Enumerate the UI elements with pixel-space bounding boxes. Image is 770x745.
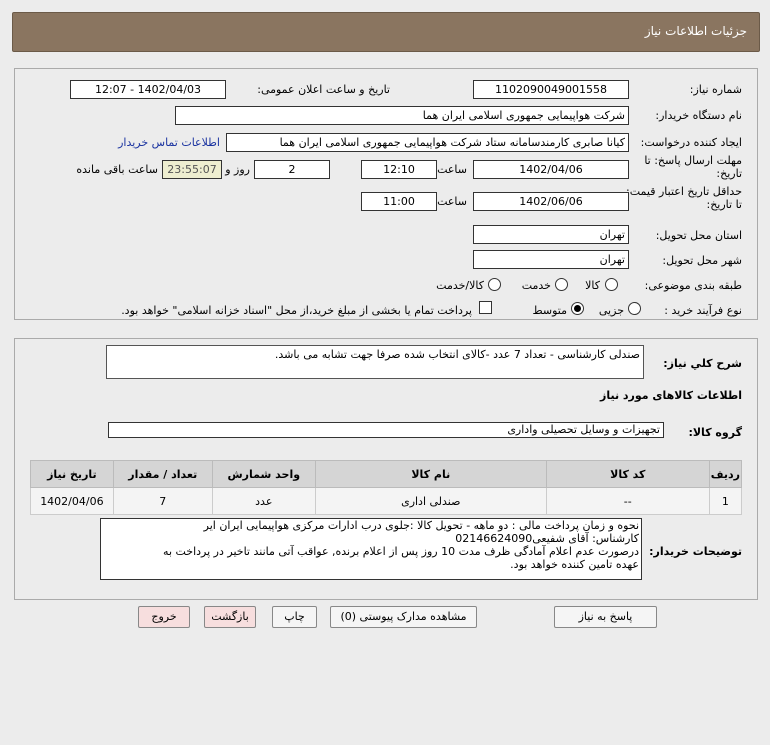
remaining-label: ساعت باقی مانده [76,163,158,176]
creator-field: کیانا صابری کارمندسامانه ستاد شرکت هواپی… [226,133,629,152]
validity-label: حداقل تاریخ اعتبار قیمت: تا تاریخ: [626,185,742,211]
category-goods-label: کالا [585,279,600,292]
back-button[interactable]: بازگشت [204,606,256,628]
goods-table: ردیف کد کالا نام کالا واحد شمارش تعداد /… [30,460,743,515]
process-minor-label: جزیی [598,304,624,317]
process-label: نوع فرآیند خرید : [664,304,742,317]
col-row: ردیف [708,460,743,488]
need-number-label: شماره نیاز: [689,83,742,96]
cell-row: 1 [708,487,743,515]
page-title: جزئیات اطلاعات نیاز [644,24,747,38]
category-both-label: کالا/خدمت [436,279,484,292]
goods-group-field: تجهیزات و وسایل تحصیلی واداری [108,422,664,438]
days-field: 2 [254,160,330,179]
cell-qty: 7 [112,487,213,515]
announce-label: تاریخ و ساعت اعلان عمومی: [257,83,390,96]
payment-note: پرداخت تمام یا بخشی از مبلغ خرید،از محل … [121,304,472,317]
buyer-notes-line: درصورت عدم اعلام آمادگی ظرف مدت 10 روز پ… [163,545,639,558]
col-qty: تعداد / مقدار [112,460,213,488]
cell-unit: عدد [211,487,316,515]
table-row: 1 -- صندلی اداری عدد 7 1402/04/06 [30,487,743,515]
col-date: تاریخ نیاز [30,460,114,488]
buyer-notes-field: نحوه و زمان پرداخت مالی : دو ماهه - تحوی… [100,518,642,580]
process-radio-minor[interactable] [628,302,641,318]
category-radio-service[interactable] [555,278,568,294]
exit-button[interactable]: خروج [138,606,190,628]
buyer-notes-label: توضیحات خریدار: [649,545,742,558]
reply-button[interactable]: پاسخ به نیاز [554,606,657,628]
buyer-notes-line: نحوه و زمان پرداخت مالی : دو ماهه - تحوی… [203,519,639,532]
province-field: تهران [473,225,629,244]
category-label: طبقه بندی موضوعی: [644,279,742,292]
province-label: استان محل تحویل: [655,229,742,242]
deadline-time-label: ساعت [437,163,467,176]
buyer-notes-line: عهده تامین کننده خواهد بود. [510,558,639,571]
table-header-row: ردیف کد کالا نام کالا واحد شمارش تعداد /… [30,460,743,488]
days-label: روز و [225,163,250,176]
buyer-label: نام دستگاه خریدار: [655,109,742,122]
city-label: شهر محل تحویل: [662,254,742,267]
col-name: نام کالا [314,460,547,488]
cell-name: صندلی اداری [314,487,547,515]
cell-date: 1402/04/06 [30,487,114,515]
buyer-field: شرکت هواپیمایی جمهوری اسلامی ایران هما [175,106,629,125]
cell-code: -- [545,487,710,515]
contact-buyer-link[interactable]: اطلاعات تماس خریدار [118,136,220,149]
deadline-time-field: 12:10 [361,160,437,179]
deadline-date-field: 1402/04/06 [473,160,629,179]
print-button[interactable]: چاپ [272,606,317,628]
description-label: شرح کلي نياز: [663,357,742,370]
creator-label: ایجاد کننده درخواست: [640,136,742,149]
validity-time-label: ساعت [437,195,467,208]
treasury-payment-checkbox[interactable] [479,301,492,314]
col-code: کد کالا [545,460,710,488]
attachments-button[interactable]: مشاهده مدارک پیوستی (0) [330,606,477,628]
city-field: تهران [473,250,629,269]
category-service-label: خدمت [521,279,551,292]
page-header: جزئیات اطلاعات نیاز [12,12,760,52]
description-field: صندلی کارشناسی - تعداد 7 عدد -کالای انتخ… [106,345,644,379]
remaining-time-field: 23:55:07 [162,160,222,179]
process-radio-medium[interactable] [571,302,584,318]
category-radio-both[interactable] [488,278,501,294]
validity-time-field: 11:00 [361,192,437,211]
validity-date-field: 1402/06/06 [473,192,629,211]
goods-section-title: اطلاعات کالاهای مورد نیاز [600,389,742,402]
deadline-label: مهلت ارسال پاسخ: تا تاریخ: [644,154,742,180]
category-radio-goods[interactable] [605,278,618,294]
need-number-field: 1102090049001558 [473,80,629,99]
buyer-notes-line: کارشناس: آقای شفیعی02146624090 [455,532,639,545]
process-medium-label: متوسط [532,304,567,317]
col-unit: واحد شمارش [211,460,316,488]
goods-group-label: گروه کالا: [688,426,742,439]
announce-field: 1402/04/03 - 12:07 [70,80,226,99]
